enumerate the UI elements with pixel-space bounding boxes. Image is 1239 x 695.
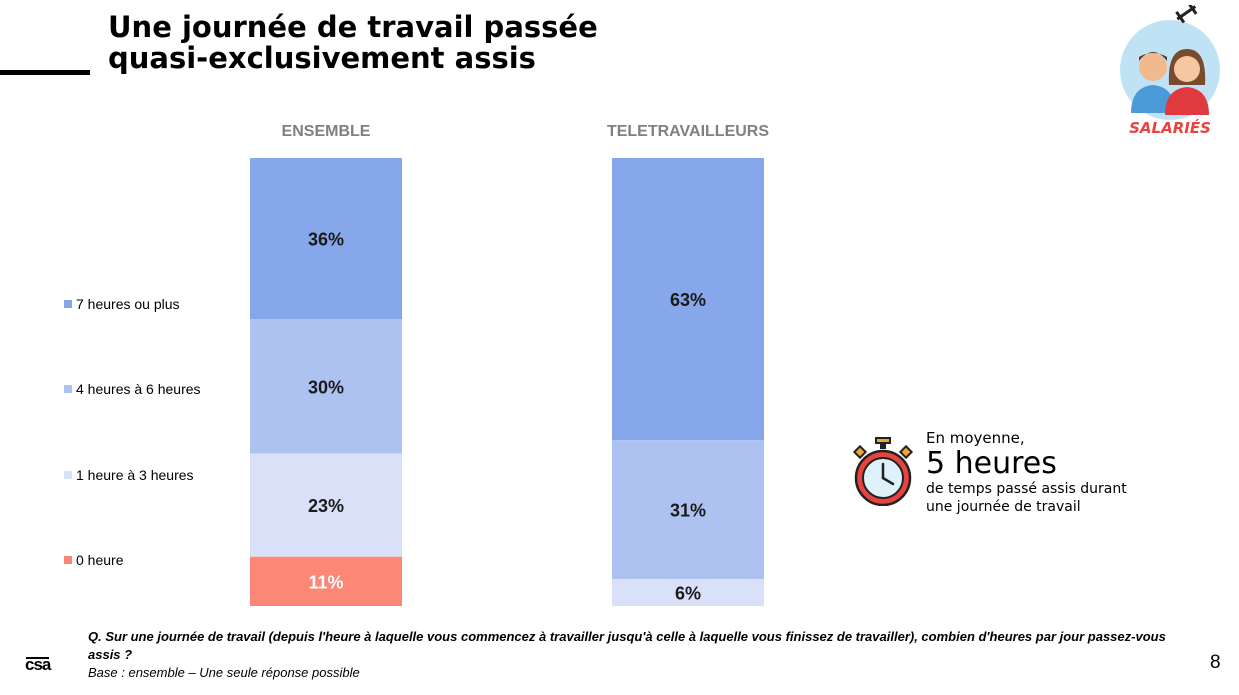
title-line-1: Une journée de travail passée bbox=[108, 10, 598, 44]
legend-swatch-0-heure bbox=[64, 556, 72, 564]
badge-label: SALARIÉS bbox=[1129, 118, 1211, 137]
bar-segment-teletravailleurs-4-heures-a-6-heures bbox=[612, 440, 764, 580]
category-label-teletravailleurs: TELETRAVAILLEURS bbox=[607, 123, 769, 140]
legend-label-4-heures-a-6-heures: 4 heures à 6 heures bbox=[76, 381, 201, 397]
bar-segment-ensemble-7-heures-ou-plus bbox=[250, 158, 402, 320]
data-label-ensemble-1-heure-a-3-heures: 23% bbox=[308, 496, 344, 516]
bar-segment-teletravailleurs-7-heures-ou-plus bbox=[612, 158, 764, 441]
csa-logo: csa bbox=[25, 655, 51, 674]
bar-segment-ensemble-4-heures-a-6-heures bbox=[250, 319, 402, 454]
page-number: 8 bbox=[1210, 652, 1221, 673]
legend-swatch-4-heures-a-6-heures bbox=[64, 385, 72, 393]
data-label-teletravailleurs-7-heures-ou-plus: 63% bbox=[670, 290, 706, 310]
legend-swatch-7-heures-ou-plus bbox=[64, 300, 72, 308]
woman-icon bbox=[1165, 49, 1209, 115]
footer-notes: Q. Sur une journée de travail (depuis l'… bbox=[88, 628, 1198, 682]
data-label-ensemble-4-heures-a-6-heures: 30% bbox=[308, 377, 344, 397]
average-desc-1: de temps passé assis durant bbox=[926, 481, 1127, 497]
dumbbell-icon bbox=[1175, 5, 1198, 24]
man-icon bbox=[1131, 52, 1175, 113]
category-label-ensemble: ENSEMBLE bbox=[282, 123, 371, 140]
base-text: Base : ensemble – Une seule réponse poss… bbox=[88, 665, 360, 680]
average-desc-2: une journée de travail bbox=[926, 499, 1081, 515]
bar-segment-ensemble-0-heure bbox=[250, 556, 402, 606]
question-text: Q. Sur une journée de travail (depuis l'… bbox=[88, 629, 1166, 662]
data-label-teletravailleurs-4-heures-a-6-heures: 31% bbox=[670, 501, 706, 521]
average-value: 5 heures bbox=[926, 446, 1057, 481]
legend-label-7-heures-ou-plus: 7 heures ou plus bbox=[76, 296, 180, 312]
data-label-teletravailleurs-1-heure-a-3-heures: 6% bbox=[675, 584, 701, 604]
page-title: Une journée de travail passée quasi-excl… bbox=[108, 12, 808, 74]
legend-label-1-heure-a-3-heures: 1 heure à 3 heures bbox=[76, 467, 194, 483]
title-line-2: quasi-exclusivement assis bbox=[108, 41, 536, 75]
bar-segment-teletravailleurs-1-heure-a-3-heures bbox=[612, 579, 764, 606]
salaries-badge: SALARIÉS bbox=[1120, 5, 1220, 137]
legend-label-0-heure: 0 heure bbox=[76, 552, 124, 568]
data-label-ensemble-7-heures-ou-plus: 36% bbox=[308, 230, 344, 250]
stopwatch-icon bbox=[852, 437, 914, 506]
bar-segment-ensemble-1-heure-a-3-heures bbox=[250, 453, 402, 557]
title-accent-bar bbox=[0, 70, 90, 75]
data-label-ensemble-0-heure: 11% bbox=[308, 572, 343, 592]
average-intro: En moyenne, bbox=[926, 429, 1025, 447]
legend-swatch-1-heure-a-3-heures bbox=[64, 471, 72, 479]
average-callout: En moyenne, 5 heures de temps passé assi… bbox=[850, 428, 1130, 528]
